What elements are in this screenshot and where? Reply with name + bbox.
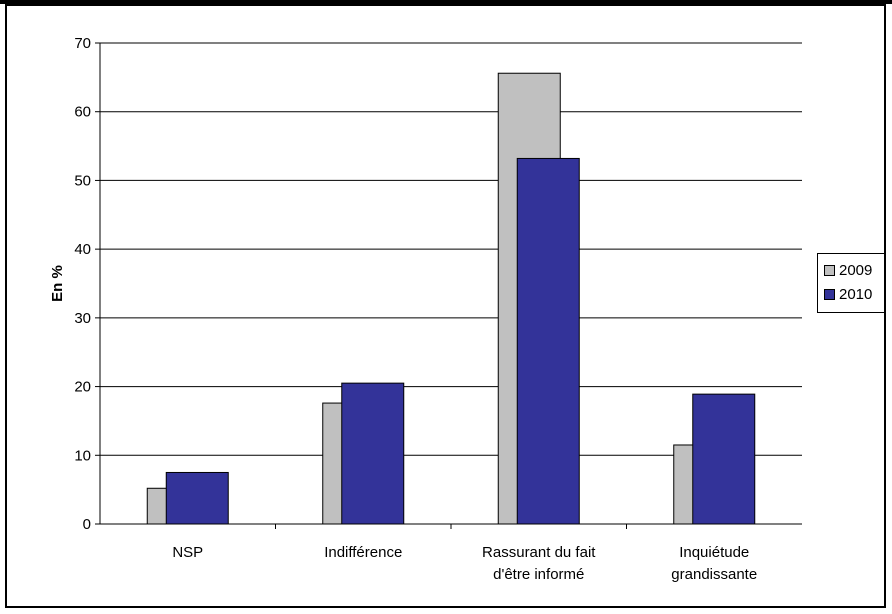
bar-2010-0 — [165, 471, 229, 525]
legend-label-2010: 2010 — [839, 285, 873, 303]
y-axis-label: En % — [49, 265, 66, 302]
y-tick-label: 40 — [74, 241, 91, 258]
x-tick-label: Indifférence — [324, 544, 402, 561]
bar-2010-1 — [341, 382, 405, 525]
legend-swatch-2009 — [824, 264, 835, 276]
legend-item-2009: 2009 — [824, 261, 873, 279]
y-tick-label: 20 — [74, 379, 91, 396]
legend-item-2010: 2010 — [824, 285, 873, 303]
top-border-strip — [0, 0, 892, 4]
x-tick-label: NSP — [172, 544, 203, 561]
y-tick-label: 10 — [74, 447, 91, 464]
bar-2010-2 — [516, 157, 580, 525]
y-tick-label: 0 — [83, 516, 91, 533]
y-tick-label: 70 — [74, 35, 91, 52]
legend-label-2009: 2009 — [839, 261, 873, 279]
bar-2010-3 — [692, 393, 756, 525]
legend-swatch-2010 — [824, 288, 835, 300]
x-tick-label: grandissante — [671, 566, 757, 583]
legend: 2009 2010 — [817, 253, 885, 313]
x-tick-label: d'être informé — [493, 566, 584, 583]
x-tick-label: Inquiétude — [679, 544, 749, 561]
y-tick-label: 30 — [74, 310, 91, 327]
y-tick-label: 50 — [74, 172, 91, 189]
x-tick-label: Rassurant du fait — [482, 544, 596, 561]
y-tick-label: 60 — [74, 104, 91, 121]
